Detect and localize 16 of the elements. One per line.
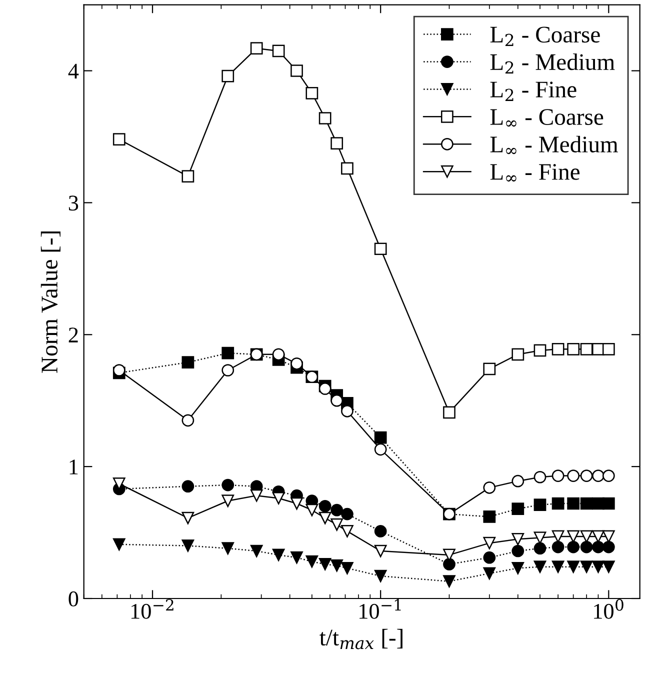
y-tick-label: 3 bbox=[68, 196, 78, 211]
legend-label: L$_{∞}$ - Coarse bbox=[490, 109, 604, 127]
y-tick-label: 1 bbox=[70, 460, 78, 474]
legend-label: L$_{2}$ - Medium bbox=[490, 53, 615, 74]
y-tick-label: 2 bbox=[68, 328, 78, 342]
x-tick-label: 10$^{−1}$ bbox=[360, 599, 401, 619]
y-tick-label: 4 bbox=[68, 64, 79, 78]
x-tick-label: 10$^{−2}$ bbox=[131, 599, 174, 619]
y-axis-title: Norm Value [-] bbox=[40, 231, 60, 373]
legend-label: L$_{∞}$ - Fine bbox=[490, 164, 580, 182]
x-tick-label: 10$^{0}$ bbox=[594, 599, 624, 619]
legend-label: L$_{∞}$ - Medium bbox=[490, 136, 618, 154]
legend-label: L$_{2}$ - Coarse bbox=[490, 26, 600, 46]
x-axis-title: t/t$_{max}$ [-] bbox=[320, 628, 402, 650]
legend-label: L$_{2}$ - Fine bbox=[490, 82, 576, 101]
y-tick-label: 0 bbox=[68, 591, 78, 606]
